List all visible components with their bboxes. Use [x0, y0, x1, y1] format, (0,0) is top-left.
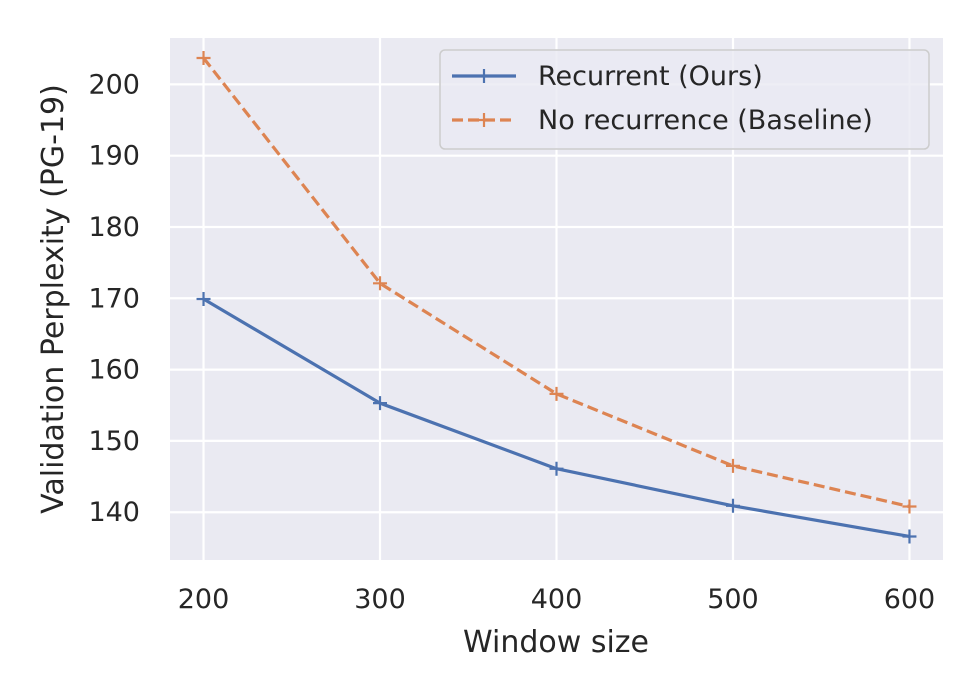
data-point: [196, 50, 211, 65]
data-point: [902, 529, 917, 544]
data-point: [477, 69, 491, 83]
data-point: [549, 386, 564, 401]
legend-label: Recurrent (Ours): [538, 61, 763, 92]
y-tick-label: 170: [88, 283, 140, 314]
legend-entry: No recurrence (Baseline): [452, 105, 873, 136]
y-axis-label: Validation Perplexity (PG-19): [36, 84, 71, 514]
data-point: [477, 113, 491, 127]
data-point: [373, 396, 388, 411]
y-tick-label: 190: [88, 141, 140, 172]
x-tick-label: 600: [884, 584, 936, 615]
series-1: [196, 292, 917, 544]
y-tick-label: 140: [88, 497, 140, 528]
y-tick-label: 180: [88, 212, 140, 243]
x-tick-label: 400: [531, 584, 583, 615]
y-tick-label: 150: [88, 426, 140, 457]
legend-label: No recurrence (Baseline): [538, 105, 873, 136]
y-tick-label: 200: [88, 69, 140, 100]
data-point: [725, 498, 740, 513]
series-2: [196, 50, 917, 514]
x-tick-label: 300: [354, 584, 406, 615]
x-tick-label: 200: [178, 584, 230, 615]
legend-box: [439, 49, 930, 150]
x-axis-label: Window size: [463, 625, 649, 660]
legend-entry: Recurrent (Ours): [452, 61, 763, 92]
tick-labels: 140 150 160 170 180 190 200 200 300 400 500 600: [88, 69, 935, 615]
legend: Recurrent (Ours) No recurrence (Baseline): [439, 49, 930, 150]
data-point: [902, 499, 917, 514]
y-tick-label: 160: [88, 355, 140, 386]
series-line: [202, 56, 910, 509]
data-point: [549, 461, 564, 476]
data-point: [725, 458, 740, 473]
data-point: [196, 292, 211, 306]
series-layer: [196, 50, 917, 544]
x-tick-label: 500: [707, 584, 759, 615]
data-point: [373, 276, 388, 291]
